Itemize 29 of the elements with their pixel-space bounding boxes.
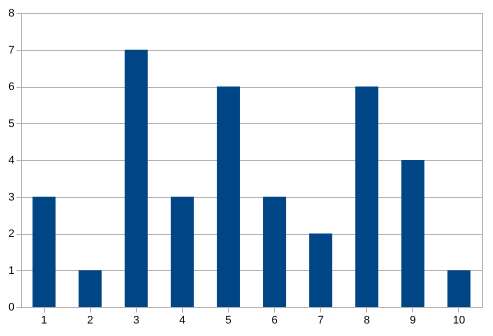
y-tick-label: 8 (8, 8, 14, 20)
bar (355, 86, 378, 307)
x-tick-label: 9 (410, 314, 416, 326)
y-tick-label: 4 (8, 154, 14, 166)
bar (447, 270, 470, 307)
y-tick-label: 7 (8, 44, 14, 56)
bar (170, 196, 194, 307)
x-tick-label: 6 (271, 314, 278, 326)
bar (78, 270, 102, 307)
x-tick-label: 2 (87, 314, 94, 326)
y-tick-label: 1 (8, 264, 14, 277)
y-tick-label: 0 (8, 302, 14, 314)
bar (401, 160, 424, 307)
x-tick-label: 4 (179, 314, 186, 326)
x-tick-label: 1 (40, 314, 48, 326)
y-tick-label: 3 (8, 191, 14, 204)
bar (263, 196, 286, 307)
bar (32, 196, 56, 307)
x-tick-label: 3 (133, 314, 140, 326)
x-tick-label: 8 (364, 314, 370, 326)
y-tick-label: 6 (8, 81, 14, 93)
bar (309, 234, 332, 307)
bar (124, 50, 148, 307)
bar (216, 86, 240, 307)
y-tick-label: 2 (8, 228, 14, 240)
x-tick-label: 7 (318, 314, 324, 326)
x-tick-label: 10 (452, 314, 466, 326)
y-tick-label: 5 (8, 118, 14, 130)
x-tick-label: 5 (225, 314, 232, 326)
